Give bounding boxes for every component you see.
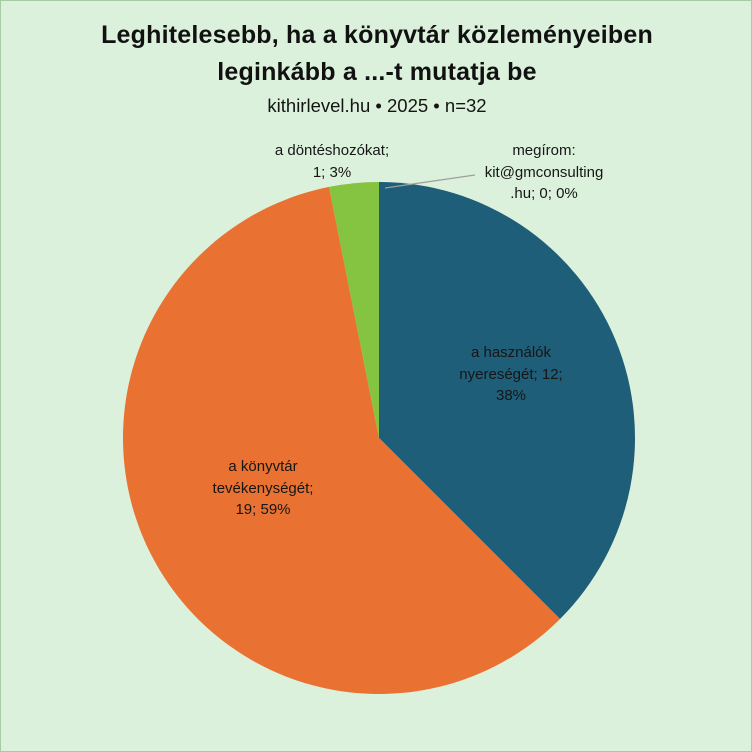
- chart-title-line1: Leghitelesebb, ha a könyvtár közleményei…: [101, 21, 653, 49]
- chart-title-block: Leghitelesebb, ha a könyvtár közleményei…: [1, 17, 751, 119]
- pie-slice-1: [122, 186, 561, 695]
- slice-label-donteshozok: a döntéshozókat; 1; 3%: [274, 142, 390, 181]
- slice-label-hasznalok-nyeresege: a használók nyereségét; 12; 38%: [459, 344, 563, 404]
- slice-label-konyvtar-tevekenysege: a könyvtár tevékenységét; 19; 59%: [212, 458, 314, 518]
- pie-slice-0: [379, 182, 636, 620]
- slice-label-megirom: megírom: kit@gmconsulting .hu; 0; 0%: [484, 142, 604, 202]
- chart-title-line2: leginkább a ...-t mutatja be: [217, 58, 537, 86]
- pie-slice-2: [329, 182, 379, 438]
- leader-line: [384, 174, 476, 189]
- chart-subtitle: kithirlevel.hu • 2025 • n=32: [267, 95, 487, 116]
